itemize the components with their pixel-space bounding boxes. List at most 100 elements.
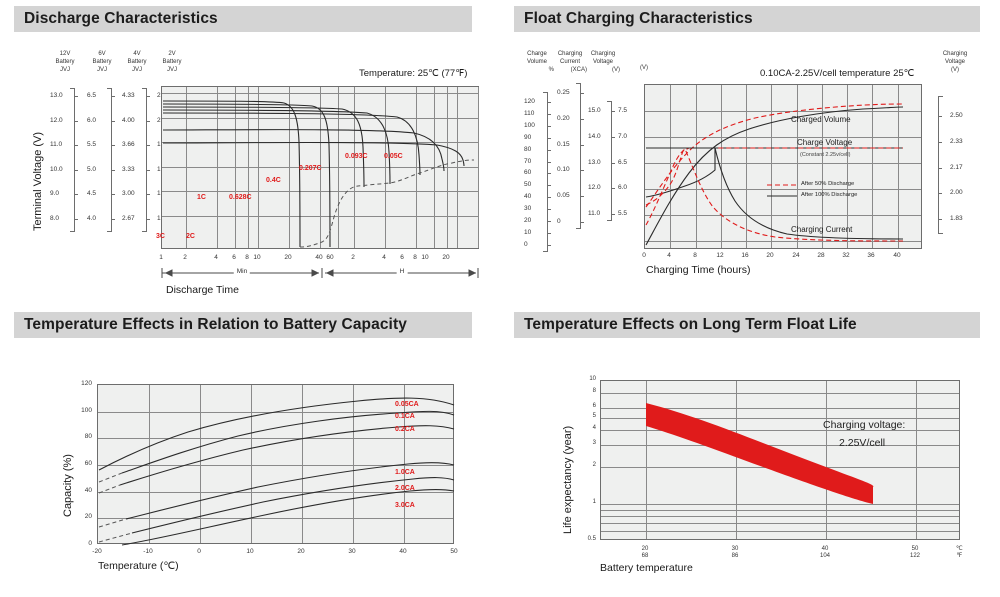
y-tick-label: 40 xyxy=(84,486,92,494)
y-tick-label: 0 xyxy=(524,240,528,248)
gridline-vertical xyxy=(457,87,458,248)
panel-floatlife: Temperature Effects on Long Term Float L… xyxy=(514,312,994,592)
gridline-vertical xyxy=(746,85,747,248)
gridline-vertical xyxy=(385,87,386,248)
x-tick-label: 40 xyxy=(315,254,323,261)
y-tick-label: 6.0 xyxy=(618,184,628,192)
y-tick-label: 0.20 xyxy=(557,114,570,122)
gridline-horizontal xyxy=(645,163,921,164)
y-tick-mark xyxy=(580,118,584,120)
y-tick-mark xyxy=(74,169,78,171)
x-tick-label: 40 xyxy=(893,252,901,259)
y-tick-label-right: 2.00 xyxy=(950,189,963,197)
y-tick-label: 1 xyxy=(592,498,596,505)
gridline-vertical xyxy=(771,85,772,248)
gridline-vertical xyxy=(217,87,218,248)
y-tick-label: 0.15 xyxy=(557,140,570,148)
panel-tempcap-title: Temperature Effects in Relation to Batte… xyxy=(24,316,407,333)
curve-label-30ca: 3.0CA xyxy=(395,502,415,509)
y-tick-mark xyxy=(74,120,78,122)
y-tick-label: 70 xyxy=(524,157,532,165)
gridline-horizontal xyxy=(645,241,921,242)
x-tick-label-celsius: 30 xyxy=(731,546,739,552)
y-tick-label: 3.33 xyxy=(122,165,135,173)
curve-label-04c: 0.4C xyxy=(266,177,281,184)
scale-header-right-charging-voltage: Charging Voltage (V) xyxy=(942,51,968,74)
y-tick-mark xyxy=(547,161,551,163)
y-tick-label: 4 xyxy=(592,424,596,431)
scale-bracket-cap-bottom xyxy=(107,231,112,232)
y-tick-label: 80 xyxy=(524,145,532,153)
y-tick-mark xyxy=(547,173,551,175)
y-tick-mark xyxy=(547,185,551,187)
curve-label-02ca: 0.2CA xyxy=(395,426,415,433)
x-tick-label-fahrenheit: 104 xyxy=(819,552,831,559)
gridline-vertical xyxy=(302,385,303,543)
curve-label-005ca: 0.05CA xyxy=(395,401,419,408)
scale-bracket-cap-top xyxy=(607,101,612,102)
y-axis-title-floatlife: Life expectancy (year) xyxy=(562,425,574,534)
x-axis-title-float: Charging Time (hours) xyxy=(646,264,751,276)
gridline-vertical xyxy=(822,85,823,248)
y-tick-label: 5.0 xyxy=(87,165,97,173)
y-tick-label: 5.5 xyxy=(618,210,628,218)
y-tick-label: 11.0 xyxy=(50,141,63,149)
gridline-horizontal xyxy=(601,510,959,511)
gridline-horizontal xyxy=(601,531,959,532)
y-tick-mark xyxy=(580,222,584,223)
y-axis-title-tempcap: Capacity (%) xyxy=(62,454,74,517)
x-tick-label: 50 xyxy=(450,548,458,555)
x-tick-label: 6 xyxy=(400,254,404,261)
y-tick-label-right: 2.33 xyxy=(950,137,963,145)
scale-header-12v: 12V Battery JVJ xyxy=(55,51,75,74)
y-tick-label: 2 xyxy=(592,461,596,468)
y-tick-label: 10 xyxy=(589,376,596,382)
float-curves xyxy=(645,103,904,246)
scale-bracket-cap-top xyxy=(576,83,581,84)
y-tick-label: 13.0 xyxy=(50,92,63,99)
gridline-horizontal xyxy=(601,393,959,394)
y-tick-label: 10.0 xyxy=(50,165,63,173)
y-tick-mark-right xyxy=(938,193,942,195)
y-tick-label: 0.05 xyxy=(557,192,570,200)
y-tick-label: 40 xyxy=(524,193,532,201)
scale-bracket-cap-top xyxy=(107,88,112,89)
gridline-horizontal xyxy=(98,465,453,466)
scale-bracket xyxy=(111,88,112,231)
scale-bracket xyxy=(580,83,581,228)
gridline-horizontal xyxy=(98,438,453,439)
gridline-vertical xyxy=(736,381,737,539)
y-tick-label: 5.5 xyxy=(87,141,97,149)
curve-label-0628c: 0.628C xyxy=(229,194,252,201)
gridline-vertical xyxy=(251,385,252,543)
float-annotation: 0.10CA-2.25V/cell temperature 25℃ xyxy=(760,68,915,79)
y-tick-label: 80 xyxy=(84,433,92,441)
gridline-vertical xyxy=(258,87,259,248)
y-tick-label: 12.0 xyxy=(588,184,601,192)
y-tick-label: 20 xyxy=(524,217,532,224)
gridline-vertical xyxy=(646,381,647,539)
x-axis-unit-hour: H xyxy=(396,268,408,275)
y-tick-label: 8 xyxy=(592,387,596,394)
discharge-temperature-annotation: Temperature: 25℃ (77℉) xyxy=(359,68,468,79)
panel-discharge-header: Discharge Characteristics xyxy=(14,6,472,32)
y-tick-label: 3.00 xyxy=(122,190,135,198)
plot-label-constant-note: (Constant 2.25v/cell) xyxy=(800,152,851,158)
y-tick-mark xyxy=(580,144,584,146)
y-tick-mark xyxy=(146,145,150,147)
y-tick-mark xyxy=(580,93,584,94)
curve-label-3c: 3C xyxy=(156,233,165,240)
y-tick-label: 4.00 xyxy=(122,116,135,124)
tempcap-plot-area: 0.05CA 0.1CA 0.2CA 1.0CA 2.0CA 3.0CA xyxy=(97,384,455,546)
curve-label-01ca: 0.1CA xyxy=(395,413,415,420)
y-tick-label: 3.66 xyxy=(122,141,135,149)
scale-bracket xyxy=(611,101,612,221)
y-tick-label: 120 xyxy=(81,380,92,387)
panel-discharge-title: Discharge Characteristics xyxy=(24,10,218,27)
x-tick-label: -10 xyxy=(143,548,153,555)
scale-header-4v: 4V Battery JVJ xyxy=(127,51,147,74)
y-tick-mark xyxy=(611,188,615,190)
curve-label-005c: 0.05C xyxy=(384,153,403,160)
y-tick-label-right: 1.83 xyxy=(950,215,963,223)
y-tick-label: 60 xyxy=(84,460,92,467)
